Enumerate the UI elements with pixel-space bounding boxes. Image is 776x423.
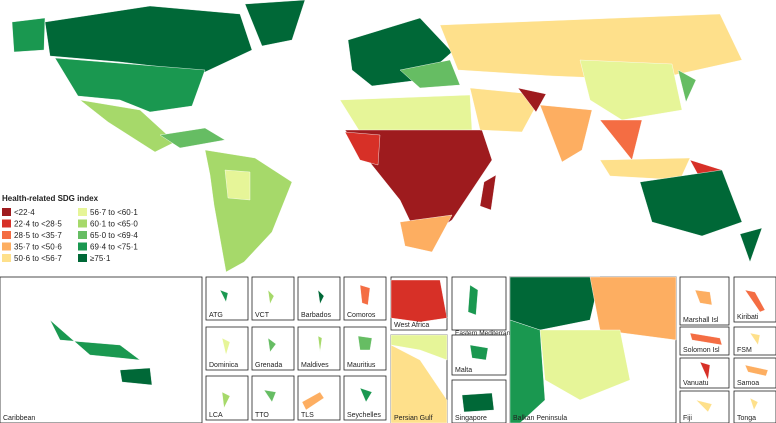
inset-label: Malta xyxy=(455,367,472,374)
legend-label: 69·4 to <75·1 xyxy=(90,243,138,252)
legend-label: 65·0 to <69·4 xyxy=(90,231,138,240)
inset-shape xyxy=(469,344,489,361)
inset-shape xyxy=(694,289,713,306)
inset-shape xyxy=(219,289,229,303)
inset-label: FSM xyxy=(737,347,752,354)
inset-box xyxy=(297,276,341,321)
legend-swatch xyxy=(2,219,11,228)
inset-label: Kiribati xyxy=(737,314,759,321)
inset-shape xyxy=(49,319,141,361)
inset-shape xyxy=(744,364,769,377)
inset-label: Marshall Isl xyxy=(683,317,719,324)
inset-label: Grenada xyxy=(255,362,282,369)
inset-shape xyxy=(263,389,277,403)
legend-swatch xyxy=(2,254,11,262)
inset-shape xyxy=(467,284,479,316)
legend-swatch xyxy=(2,231,11,239)
inset-label: Balkan Peninsula xyxy=(513,415,567,422)
legend-title: Health-related SDG index xyxy=(2,194,99,203)
legend-label: 50·6 to <56·7 xyxy=(14,254,62,263)
inset-shape xyxy=(461,392,495,413)
inset-box xyxy=(451,276,507,331)
inset-label: VCT xyxy=(255,312,270,319)
inset-shape xyxy=(221,391,231,409)
inset-shape xyxy=(695,399,713,413)
inset-box xyxy=(679,357,730,389)
inset-label: ATG xyxy=(209,312,223,319)
inset-shape xyxy=(699,361,711,381)
inset-label: Maldives xyxy=(301,362,329,369)
inset-label: Singapore xyxy=(455,415,487,422)
inset-shape xyxy=(359,387,373,403)
legend-swatch xyxy=(78,219,87,228)
inset-label: Seychelles xyxy=(347,412,381,419)
inset-shape xyxy=(267,337,277,353)
inset-shape xyxy=(744,289,766,313)
inset-box xyxy=(297,326,341,371)
inset-label: Dominica xyxy=(209,362,238,369)
inset-label: Tonga xyxy=(737,415,756,422)
inset-box xyxy=(733,326,776,356)
inset-label: Comoros xyxy=(347,312,376,319)
legend-label: <22·4 xyxy=(14,208,35,217)
legend-swatch xyxy=(78,208,87,216)
inset-box xyxy=(205,276,249,321)
inset-label: Vanuatu xyxy=(683,380,709,387)
legend-label: 60·1 to <65·0 xyxy=(90,220,138,229)
inset-shape xyxy=(689,332,723,346)
legend: Health-related SDG index <22·4 22·4 to <2… xyxy=(2,194,138,263)
inset-shape xyxy=(267,289,275,305)
inset-shape xyxy=(359,284,371,306)
legend-swatch xyxy=(2,208,11,216)
inset-label: Eastern Mediterranean xyxy=(455,330,522,337)
legend-label: 35·7 to <50·6 xyxy=(14,243,62,252)
legend-swatch xyxy=(78,254,87,262)
inset-shape xyxy=(317,289,325,305)
inset-shape xyxy=(749,332,761,346)
legend-label: 28·5 to <35·7 xyxy=(14,231,62,240)
insets: Caribbean ATG VCT Barbados Comoros Dominica Gr… xyxy=(0,276,776,423)
inset-label: Caribbean xyxy=(3,415,35,422)
inset-shape xyxy=(221,337,231,356)
inset-shape xyxy=(539,329,631,401)
inset-label: TLS xyxy=(301,412,314,419)
legend-label: 56·7 to <60·1 xyxy=(90,208,138,217)
inset-box xyxy=(251,276,295,321)
inset-label: Fiji xyxy=(683,415,692,422)
inset-shape xyxy=(301,391,325,411)
inset-label: Persian Gulf xyxy=(394,415,433,422)
inset-shape xyxy=(509,276,601,331)
inset-shape xyxy=(509,319,546,423)
legend-swatch xyxy=(78,231,87,239)
legend-label: 22·4 to <28·5 xyxy=(14,220,62,229)
inset-label: Mauritius xyxy=(347,362,376,369)
inset-label: West Africa xyxy=(394,322,429,329)
legend-swatch xyxy=(78,242,87,251)
inset-shape xyxy=(390,279,448,323)
inset-shape xyxy=(589,276,677,341)
inset-shape xyxy=(357,335,373,351)
legend-label: ≥75·1 xyxy=(90,254,111,263)
world-map xyxy=(11,0,763,273)
inset-box xyxy=(251,326,295,371)
inset-shape xyxy=(119,367,153,386)
inset-label: TTO xyxy=(255,412,269,419)
inset-shape xyxy=(390,334,448,361)
inset-label: Samoa xyxy=(737,380,759,387)
inset-label: LCA xyxy=(209,412,223,419)
inset-shape xyxy=(317,335,323,353)
inset-shape xyxy=(390,344,448,423)
inset-shape xyxy=(749,397,759,411)
inset-label: Barbados xyxy=(301,312,331,319)
legend-swatch xyxy=(2,242,11,251)
inset-label: Solomon Isl xyxy=(683,347,720,354)
